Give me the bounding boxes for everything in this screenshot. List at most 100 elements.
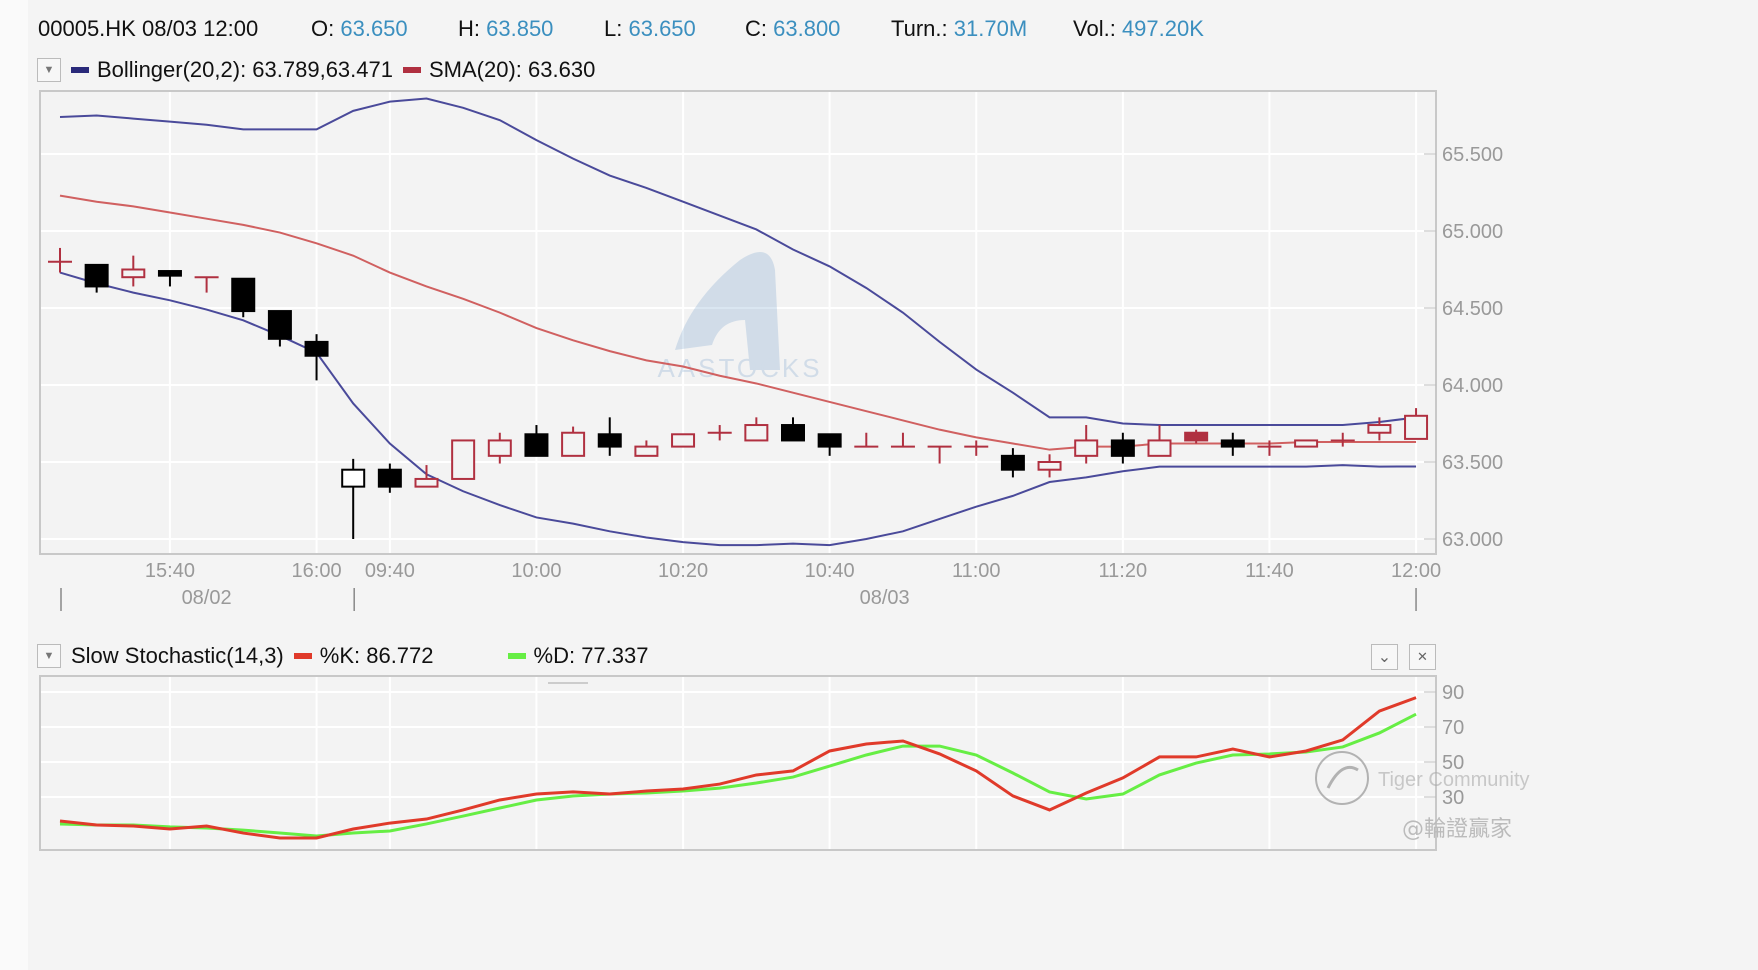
x-tick-label: 10:00 — [511, 560, 561, 582]
x-tick-label: 16:00 — [292, 560, 342, 582]
y-tick-label: 64.000 — [1442, 375, 1503, 397]
x-tick-label: 09:40 — [365, 560, 415, 582]
candle — [1367, 417, 1392, 441]
close-panel-button[interactable]: ✕ — [1409, 644, 1436, 670]
candle-body — [634, 445, 659, 457]
left-margin — [0, 0, 28, 970]
candle — [890, 432, 915, 448]
candle — [304, 334, 329, 381]
candle-body — [561, 431, 586, 457]
candle — [597, 417, 622, 456]
candle — [817, 433, 842, 456]
candle — [964, 440, 989, 456]
candle-body — [157, 270, 182, 277]
candle — [1000, 448, 1025, 478]
stoch-title: Slow Stochastic(14,3) — [71, 643, 284, 668]
tiger-community-watermark: Tiger Community — [1315, 751, 1530, 805]
stoch-y-tick-label: 50 — [1442, 752, 1464, 774]
candle-body — [231, 277, 256, 313]
candle-body — [817, 433, 842, 448]
tiger-logo — [1315, 751, 1369, 805]
candle-body — [341, 468, 366, 488]
candle — [1294, 439, 1319, 448]
candle — [84, 263, 109, 293]
ohlc-open: O: 63.650 — [311, 16, 408, 41]
candle — [451, 439, 476, 480]
candle — [377, 463, 402, 493]
candle — [854, 432, 879, 448]
y-tick-label: 63.000 — [1442, 529, 1503, 551]
indicator-dropdown-button[interactable]: ▼ — [37, 58, 61, 82]
candle — [927, 445, 952, 464]
stoch-legend: ▼ Slow Stochastic(14,3) %K: 86.772 %D: 7… — [37, 643, 648, 669]
k-label: %K: 86.772 — [319, 643, 434, 668]
candle — [194, 276, 219, 293]
candle — [231, 277, 256, 318]
x-tick-label: 12:00 — [1391, 560, 1441, 582]
x-tick-label: 10:20 — [658, 560, 708, 582]
handle-watermark: @輪證贏家 — [1402, 817, 1512, 842]
x-tick-label: 15:40 — [145, 560, 195, 582]
bollinger-label: Bollinger(20,2): 63.789,63.471 — [97, 57, 393, 82]
y-tick-label: 65.000 — [1442, 221, 1503, 243]
candle-body — [121, 268, 146, 279]
candle-body — [304, 340, 329, 357]
candle — [341, 458, 366, 539]
series-bollinger-upper — [59, 97, 1417, 427]
candle — [781, 417, 805, 442]
candle-body — [597, 433, 622, 448]
candle-body — [267, 310, 292, 340]
tiger-community-text: Tiger Community — [1378, 769, 1530, 791]
aastocks-text: AASTOCKS — [657, 353, 822, 383]
d-swatch — [507, 653, 526, 659]
bollinger-swatch — [71, 67, 89, 73]
x-tick-label: 11:20 — [1099, 560, 1148, 582]
candle-body — [487, 439, 512, 457]
ohlc-high: H: 63.850 — [458, 16, 554, 41]
aastocks-logo — [675, 252, 780, 370]
series-pct-d — [59, 712, 1417, 838]
series-sma-20- — [59, 194, 1417, 451]
candle — [1147, 425, 1172, 457]
candle — [1074, 425, 1099, 464]
d-label: %D: 77.337 — [533, 643, 649, 668]
volume: Vol.: 497.20K — [1073, 16, 1204, 41]
x-tick-label: 11:40 — [1245, 560, 1294, 582]
x-tick-label: 11:00 — [952, 560, 1001, 582]
candle — [634, 440, 659, 457]
datetime: 08/03 12:00 — [141, 16, 259, 41]
collapse-panel-button[interactable]: ⌄ — [1371, 644, 1398, 670]
stoch-dropdown-button[interactable]: ▼ — [37, 644, 61, 668]
date-label: 08/02 — [182, 587, 232, 609]
symbol: 00005.HK — [38, 16, 136, 41]
candle — [414, 465, 439, 488]
candle — [1220, 432, 1245, 456]
candle-body — [1220, 439, 1245, 448]
y-tick-label: 64.500 — [1442, 298, 1503, 320]
candle — [707, 425, 732, 441]
tiger-logo-mark — [1326, 765, 1359, 789]
candle — [671, 433, 696, 448]
stoch-y-tick-label: 30 — [1442, 787, 1464, 809]
stoch-y-tick-label: 90 — [1442, 682, 1464, 704]
ohlc-close: C: 63.800 — [745, 16, 841, 41]
sma-swatch — [403, 67, 421, 73]
candle-body — [1037, 461, 1062, 471]
candle — [267, 310, 292, 347]
y-tick-label: 63.500 — [1442, 452, 1503, 474]
candle-body — [1367, 424, 1392, 434]
candle-body — [1404, 414, 1429, 440]
candle-body — [1110, 439, 1135, 457]
k-swatch — [293, 653, 312, 659]
y-tick-label: 65.500 — [1442, 144, 1503, 166]
candle — [1037, 454, 1062, 478]
candle — [1404, 408, 1429, 440]
candle-body — [414, 477, 439, 488]
candle-body — [781, 424, 805, 442]
candle-body — [524, 433, 549, 457]
candle-body — [744, 424, 769, 442]
symbol-datetime: 00005.HK 08/03 12:00 — [38, 16, 258, 42]
candle-body — [451, 439, 476, 480]
candle-body — [84, 263, 109, 288]
